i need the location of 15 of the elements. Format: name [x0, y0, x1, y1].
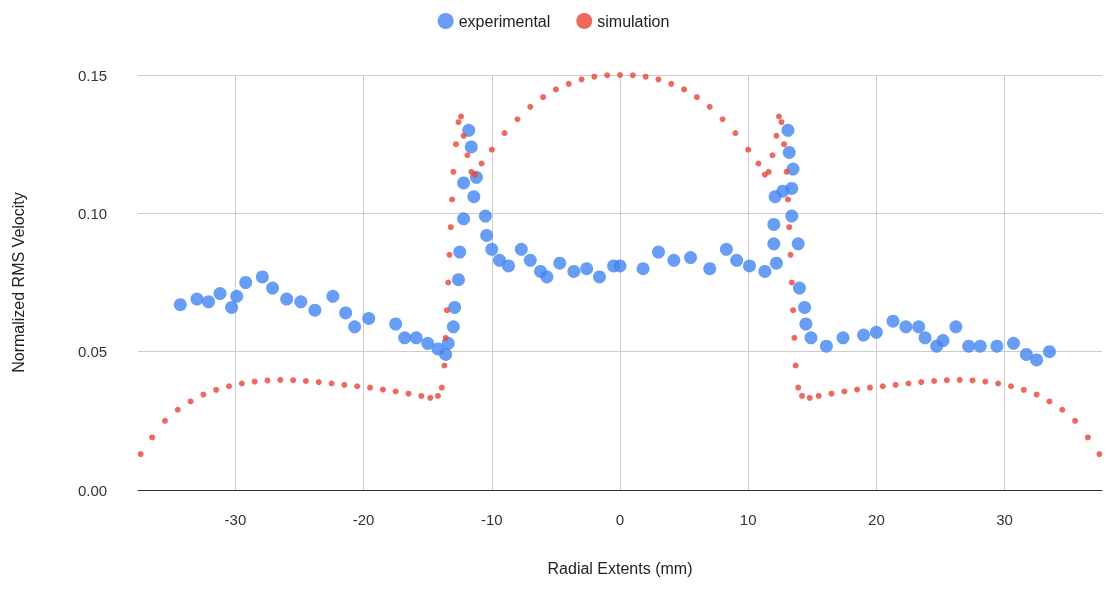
legend-label: experimental — [458, 12, 551, 30]
x-tick-label: -10 — [480, 511, 503, 528]
x-axis-title: Radial Extents (mm) — [547, 559, 693, 577]
x-tick-label: -30 — [224, 511, 247, 528]
x-tick-label: 0 — [615, 511, 625, 528]
y-tick-label: 0.15 — [78, 66, 108, 84]
x-tick-label: 10 — [739, 511, 757, 528]
y-tick-label: 0.05 — [78, 343, 108, 361]
x-tick-label: 30 — [996, 511, 1013, 528]
x-tick-label: 20 — [868, 511, 885, 528]
y-tick-label: 0.00 — [78, 481, 108, 499]
x-tick-label: -20 — [352, 511, 375, 528]
y-axis-title: Normalized RMS Velocity — [9, 192, 27, 373]
legend-label: simulation — [597, 12, 670, 30]
y-tick-label: 0.10 — [78, 204, 108, 222]
